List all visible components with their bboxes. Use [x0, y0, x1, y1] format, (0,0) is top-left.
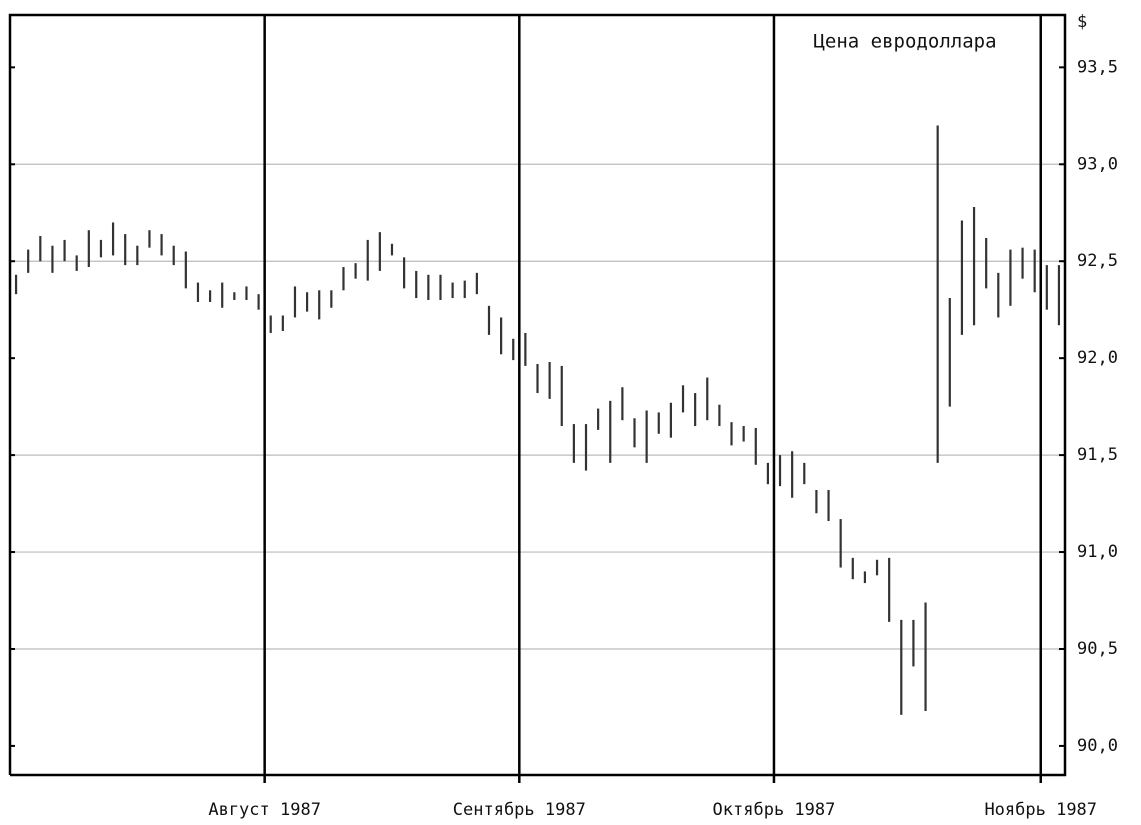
y-tick-label: 90,5: [1077, 639, 1118, 659]
y-tick-label: 92,0: [1077, 348, 1118, 368]
x-tick-label: Октябрь 1987: [713, 800, 836, 820]
y-tick-label: 93,0: [1077, 154, 1118, 174]
plot-frame: [8, 13, 1067, 777]
y-tick-label: 91,0: [1077, 542, 1118, 562]
y-tick-label: 90,0: [1077, 736, 1118, 756]
x-tick-label: Сентябрь 1987: [453, 800, 586, 820]
y-tick-label: 91,5: [1077, 445, 1118, 465]
y-tick-label: 92,5: [1077, 251, 1118, 271]
x-tick-label: Ноябрь 1987: [984, 800, 1097, 820]
y-tick-label: 93,5: [1077, 57, 1118, 77]
chart-title: Цена евродоллара: [813, 31, 996, 53]
x-tick-label: Август 1987: [208, 800, 321, 820]
y-axis-label: $: [1077, 12, 1087, 32]
